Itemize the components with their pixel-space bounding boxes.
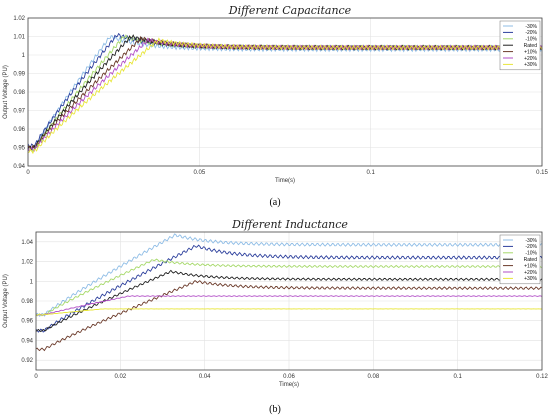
y-tick-label-a: 1.01 bbox=[13, 35, 25, 41]
series-line-a-3 bbox=[27, 34, 543, 151]
y-tick-label-b: 1 bbox=[30, 279, 34, 285]
series-line-a-1 bbox=[27, 32, 543, 149]
x-tick-label-a: 0.15 bbox=[536, 170, 548, 176]
y-axis-label-a: Output Voltage (PU) bbox=[3, 65, 9, 119]
y-tick-label-a: 0.94 bbox=[13, 164, 25, 170]
series-line-a-5 bbox=[27, 37, 543, 152]
legend-label-a-5: +20% bbox=[524, 56, 537, 62]
legend-label-b-1: -20% bbox=[525, 244, 537, 250]
x-tick-label-a: 0.05 bbox=[193, 170, 205, 176]
y-axis-label-b: Output Voltage (PU) bbox=[3, 274, 9, 328]
grid-a bbox=[27, 17, 543, 167]
x-tick-label-b: 0.08 bbox=[367, 374, 379, 380]
y-tick-label-a: 0.98 bbox=[13, 90, 25, 96]
legend-label-b-3: Rated bbox=[524, 257, 538, 263]
y-tick-label-b: 0.98 bbox=[21, 299, 33, 305]
axes-frame-a bbox=[27, 17, 543, 167]
y-tick-label-b: 1.04 bbox=[21, 240, 33, 246]
x-tick-label-b: 0 bbox=[34, 374, 38, 380]
y-tick-label-b: 0.94 bbox=[21, 338, 33, 344]
y-tick-label-a: 0.95 bbox=[13, 146, 25, 152]
chart-b-plot: 0 0.02 0.04 0.06 0.08 0.1 0.12 0.92 0.94 0.96 0.98… bbox=[3, 231, 548, 388]
legend-a: -30%-20%-10%Rated+10%+20%+30% bbox=[499, 20, 541, 71]
y-tick-label-b: 1.02 bbox=[21, 260, 33, 266]
legend-label-a-1: -20% bbox=[525, 30, 537, 36]
x-tick-label-b: 0.04 bbox=[199, 374, 211, 380]
chart-b-caption: (b) bbox=[269, 404, 281, 415]
chart-b-title: Different Inductance bbox=[231, 218, 348, 231]
x-tick-label-b: 0.1 bbox=[453, 374, 462, 380]
x-axis-label-b: Time(s) bbox=[279, 382, 299, 388]
legend-label-b-2: -10% bbox=[525, 251, 537, 257]
y-tick-label-b: 0.92 bbox=[21, 358, 33, 364]
legend-label-b-4: +10% bbox=[524, 263, 537, 269]
grid-b bbox=[35, 232, 543, 370]
series-line-b-2 bbox=[35, 258, 543, 317]
x-tick-label-b: 0.12 bbox=[536, 374, 548, 380]
series-line-b-1 bbox=[35, 244, 543, 333]
y-tick-label-a: 0.97 bbox=[13, 109, 25, 115]
series-line-a-4 bbox=[27, 35, 543, 151]
legend-label-b-5: +20% bbox=[524, 270, 537, 276]
y-tick-label-a: 0.96 bbox=[13, 127, 25, 133]
y-tick-label-b: 0.96 bbox=[21, 319, 33, 325]
series-line-a-2 bbox=[27, 34, 543, 153]
legend-b: -30%-20%-10%Rated+10%+20%+30% bbox=[499, 234, 541, 285]
series-line-b-5 bbox=[35, 295, 543, 316]
x-tick-label-a: 0.1 bbox=[366, 170, 375, 176]
series-line-a-6 bbox=[27, 37, 543, 155]
chart-a-caption: (a) bbox=[269, 197, 280, 208]
series-line-b-6 bbox=[36, 308, 543, 316]
x-tick-label-a: 0 bbox=[26, 170, 30, 176]
legend-label-a-2: -10% bbox=[525, 37, 537, 43]
series-group-a bbox=[27, 32, 543, 155]
y-tick-label-a: 1.02 bbox=[13, 16, 25, 22]
series-line-b-4 bbox=[35, 280, 543, 352]
chart-a-title: Different Capacitance bbox=[228, 4, 352, 17]
series-line-b-0 bbox=[35, 233, 543, 317]
series-line-b-3 bbox=[35, 269, 543, 333]
legend-label-b-6: +30% bbox=[524, 276, 537, 282]
chart-a-plot: 0 0.05 0.1 0.15 0.94 0.95 0.96 0.97 0.98 0.99 1 1.0… bbox=[3, 16, 548, 184]
x-axis-label-a: Time(s) bbox=[275, 178, 295, 184]
legend-label-a-3: Rated bbox=[524, 43, 538, 49]
series-group-b bbox=[35, 233, 543, 352]
legend-label-a-0: -30% bbox=[525, 24, 537, 30]
legend-label-b-0: -30% bbox=[525, 238, 537, 244]
y-tick-label-a: 0.99 bbox=[13, 72, 25, 78]
x-tick-label-b: 0.06 bbox=[283, 374, 295, 380]
axes-frame-b bbox=[35, 231, 543, 371]
legend-label-a-6: +30% bbox=[524, 62, 537, 68]
y-tick-label-a: 1 bbox=[22, 53, 26, 59]
x-tick-label-b: 0.02 bbox=[114, 374, 126, 380]
legend-label-a-4: +10% bbox=[524, 49, 537, 55]
